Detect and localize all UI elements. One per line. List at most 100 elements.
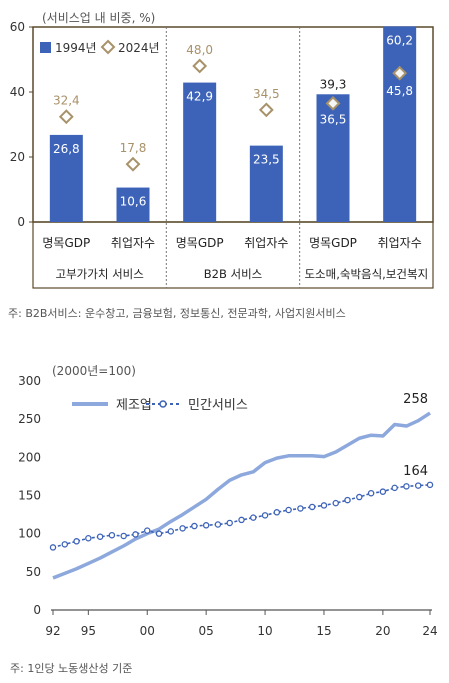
top-group-dividers bbox=[165, 27, 301, 288]
service-point bbox=[344, 496, 351, 504]
top-category-label: 명목GDP bbox=[309, 236, 357, 250]
bar-value-label: 10,6 bbox=[120, 195, 147, 209]
legend-diamond-label: 2024년 bbox=[118, 41, 160, 55]
bar-value-label: 39,3 bbox=[320, 77, 347, 91]
bar-1994 bbox=[183, 82, 217, 222]
bottom-x-tick-label: 95 bbox=[81, 624, 96, 638]
bottom-y-tick-label: 250 bbox=[18, 412, 41, 426]
bottom-x-tick-label: 92 bbox=[45, 624, 60, 638]
service-point bbox=[155, 530, 163, 537]
top-plot-frame bbox=[32, 26, 434, 223]
marker-2024 bbox=[125, 156, 141, 172]
service-point bbox=[143, 527, 151, 534]
legend-mfg-label: 제조업 bbox=[116, 398, 152, 413]
top-unit-label: (서비스업 내 비중, %) bbox=[42, 11, 155, 25]
legend-bar-label: 1994년 bbox=[55, 41, 97, 55]
marker-2024 bbox=[325, 95, 341, 111]
bottom-x-tick-label: 00 bbox=[140, 624, 155, 638]
bottom-y-tick-label: 150 bbox=[18, 489, 41, 503]
service-point bbox=[297, 505, 304, 512]
service-point bbox=[238, 516, 245, 524]
bar-1994 bbox=[49, 134, 83, 222]
service-point bbox=[356, 493, 363, 501]
marker-value-label: 32,4 bbox=[53, 94, 80, 108]
marker-2024 bbox=[392, 65, 408, 81]
bottom-x-tick-label: 24 bbox=[422, 624, 437, 638]
service-point bbox=[167, 528, 175, 535]
service-point bbox=[273, 509, 281, 516]
service-point bbox=[367, 489, 375, 497]
mfg-end-label: 258 bbox=[403, 392, 428, 407]
marker-2024 bbox=[258, 102, 274, 118]
service-point bbox=[320, 502, 328, 509]
top-category-label: 명목GDP bbox=[176, 236, 224, 250]
bottom-unit-label: (2000년=100) bbox=[52, 364, 136, 378]
bar-1994 bbox=[316, 94, 350, 222]
service-point bbox=[132, 531, 139, 538]
bar-value-label: 42,9 bbox=[186, 90, 213, 104]
top-y-tick-label: 20 bbox=[10, 150, 25, 164]
bottom-lines: 258 164 bbox=[49, 392, 434, 580]
service-point bbox=[214, 521, 222, 528]
bottom-x-tick-label: 15 bbox=[316, 624, 331, 638]
bar-value-label: 23,5 bbox=[253, 153, 280, 167]
bottom-note: 주: 1인당 노동생산성 기준 bbox=[10, 662, 132, 675]
top-group-label: 고부가가치 서비스 bbox=[56, 267, 144, 281]
service-point bbox=[379, 488, 387, 495]
bottom-x-tick-label: 20 bbox=[375, 624, 390, 638]
bottom-y-tick-label: 300 bbox=[18, 374, 41, 388]
legend-diamond-icon bbox=[100, 39, 116, 55]
top-y-tick-label: 0 bbox=[17, 215, 25, 229]
service-point bbox=[250, 514, 257, 521]
top-group-label: 도소매,숙박음식,보건복지 bbox=[304, 267, 428, 281]
legend-bar-swatch bbox=[40, 42, 51, 53]
line-manufacturing bbox=[52, 411, 431, 580]
service-point bbox=[108, 531, 116, 539]
service-point bbox=[120, 532, 127, 540]
bottom-y-tick-label: 0 bbox=[33, 603, 41, 617]
service-point bbox=[179, 525, 186, 532]
service-point bbox=[61, 541, 69, 548]
top-legend: 1994년 2024년 bbox=[40, 39, 160, 55]
marker-value-label: 34,5 bbox=[253, 87, 280, 101]
service-point bbox=[391, 484, 398, 492]
top-category-label: 취업자수 bbox=[378, 236, 422, 250]
marker-value-label: 17,8 bbox=[120, 141, 147, 155]
bar-1994 bbox=[116, 187, 150, 222]
bottom-y-tick-label: 50 bbox=[26, 565, 41, 579]
legend-svc-label: 민간서비스 bbox=[188, 398, 248, 413]
bottom-legend: 제조업 민간서비스 bbox=[72, 398, 248, 413]
marker-value-label: 36,5 bbox=[320, 112, 347, 126]
bottom-x-tick-label: 10 bbox=[257, 624, 272, 638]
service-point bbox=[332, 499, 339, 507]
top-bars: 26,8 10,6 42,9 23,5 39,3 60,2 bbox=[49, 26, 417, 222]
top-group-label: B2B 서비스 bbox=[204, 267, 263, 281]
service-point bbox=[226, 519, 233, 527]
service-point bbox=[49, 544, 57, 551]
top-category-label: 취업자수 bbox=[244, 236, 288, 250]
bar-1994 bbox=[383, 26, 417, 222]
service-point bbox=[191, 522, 198, 530]
top-category-label: 취업자수 bbox=[111, 236, 155, 250]
bar-value-label: 26,8 bbox=[53, 142, 80, 156]
svc-end-label: 164 bbox=[403, 464, 428, 479]
service-point bbox=[85, 534, 92, 542]
service-point bbox=[414, 482, 422, 489]
marker-value-label: 45,8 bbox=[386, 84, 413, 98]
service-point bbox=[202, 522, 210, 529]
legend-svc-marker bbox=[159, 400, 167, 408]
marker-value-label: 48,0 bbox=[186, 43, 213, 57]
service-point bbox=[73, 538, 80, 545]
top-y-tick-label: 60 bbox=[10, 20, 25, 34]
bottom-axes: 0 50 100 150 200 250 300 92 95 00 05 10 15 20 24 bbox=[18, 374, 438, 638]
bar-value-label: 60,2 bbox=[386, 33, 413, 47]
service-point bbox=[426, 481, 434, 489]
top-note: 주: B2B서비스: 운수창고, 금융보험, 정보통신, 전문과학, 사업지원서… bbox=[8, 307, 346, 320]
service-point bbox=[96, 533, 104, 540]
bottom-y-tick-label: 200 bbox=[18, 450, 41, 464]
top-category-frame bbox=[32, 221, 434, 289]
service-point bbox=[308, 503, 316, 511]
service-point bbox=[403, 483, 410, 490]
marker-2024 bbox=[58, 109, 74, 125]
